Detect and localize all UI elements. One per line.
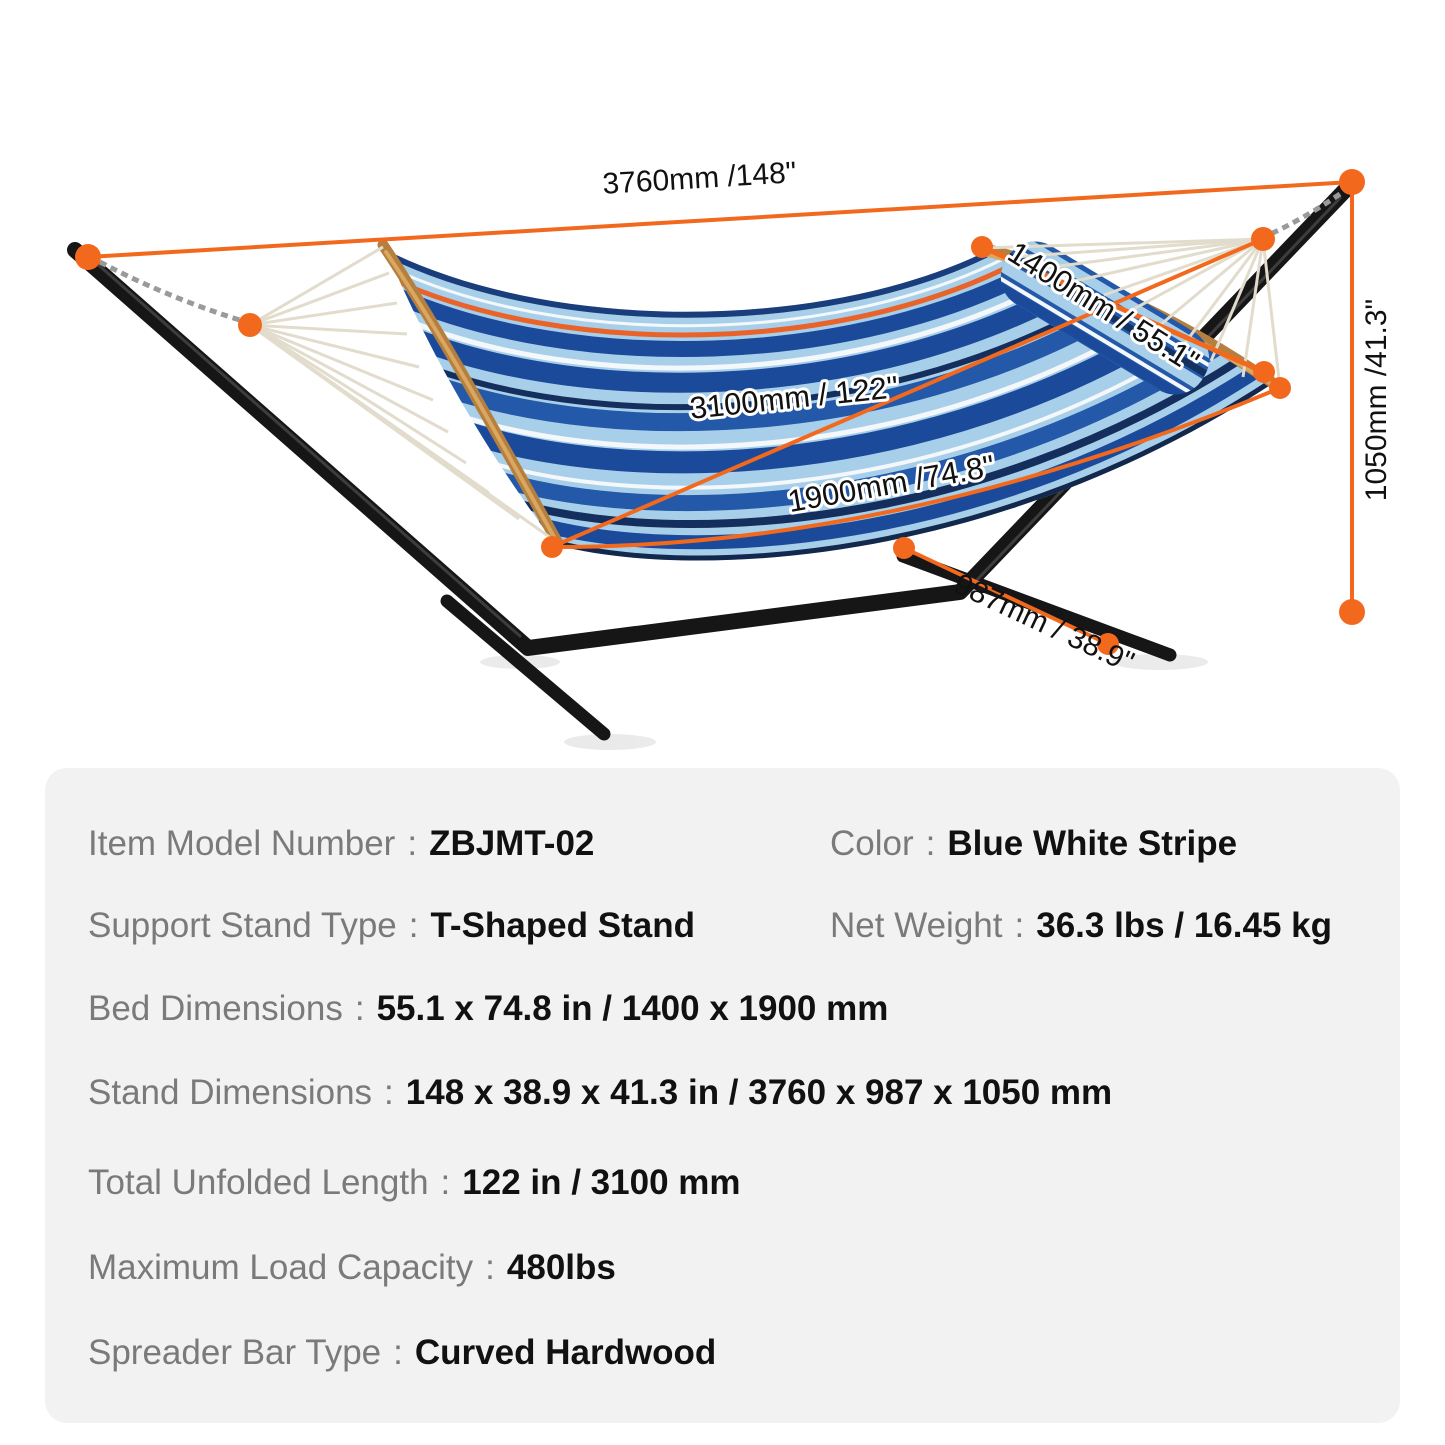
dimension-line-bed-width (980, 244, 1266, 375)
spec-row-spreader-bar-type: Spreader Bar Type : Curved Hardwood (88, 1330, 716, 1376)
spec-separator: : (407, 824, 418, 863)
spec-label: Item Model Number (88, 824, 396, 863)
spec-value: 480lbs (506, 1248, 616, 1287)
spec-separator: : (354, 989, 365, 1028)
stand-right-foot (896, 549, 1177, 662)
dimension-label-stand-length: 3760mm /148" (602, 156, 798, 201)
spec-value: 36.3 lbs / 16.45 kg (1036, 906, 1332, 945)
spec-label: Color (830, 824, 914, 863)
spec-panel: Item Model Number : ZBJMT-02 Color : Blu… (45, 768, 1400, 1423)
spec-separator: : (485, 1248, 495, 1287)
spec-separator: : (440, 1163, 451, 1202)
left-chain (98, 259, 247, 325)
spec-separator: : (1014, 906, 1025, 945)
dimension-line-bed-length (551, 386, 1281, 550)
rope-lines (249, 237, 1282, 545)
spec-label: Spreader Bar Type (88, 1333, 382, 1372)
spec-label: Maximum Load Capacity (88, 1248, 474, 1287)
spec-label: Net Weight (830, 906, 1003, 945)
spec-row-color: Color : Blue White Stripe (830, 821, 1237, 867)
hammock-diagram: 3760mm /148" 1050mm /41.3" 1400mm / 55.1… (67, 156, 1393, 750)
spec-label: Bed Dimensions (88, 989, 343, 1028)
spec-value: 148 x 38.9 x 41.3 in / 3760 x 987 x 1050… (405, 1073, 1113, 1112)
right-chain (1264, 191, 1342, 239)
spec-value: 122 in / 3100 mm (462, 1163, 741, 1202)
dimension-line-total-length (553, 237, 1264, 548)
spec-value: Curved Hardwood (414, 1333, 717, 1372)
spec-row-total-unfolded-length: Total Unfolded Length : 122 in / 3100 mm (88, 1160, 741, 1206)
dimension-label-foot-width: 987mm / 38.9" (949, 567, 1139, 679)
hanging-chains (98, 191, 1342, 325)
dimension-line-foot-width (903, 546, 1109, 646)
spec-row-stand-dimensions: Stand Dimensions : 148 x 38.9 x 41.3 in … (88, 1070, 1112, 1116)
spec-value: ZBJMT-02 (429, 824, 595, 863)
spec-separator: : (408, 906, 419, 945)
spec-separator: : (384, 1073, 394, 1112)
stand-left-foot (440, 594, 611, 741)
dimension-lines (87, 180, 1354, 646)
spec-row-support-stand-type: Support Stand Type : T-Shaped Stand (88, 903, 695, 949)
spec-separator: : (393, 1333, 403, 1372)
spec-value: Blue White Stripe (947, 824, 1238, 863)
spec-label: Support Stand Type (88, 906, 397, 945)
left-spreader-highlight (384, 250, 556, 539)
spec-value: 55.1 x 74.8 in / 1400 x 1900 mm (376, 989, 889, 1028)
spec-row-maximum-load-capacity: Maximum Load Capacity : 480lbs (88, 1245, 616, 1291)
dimension-line-stand-length (87, 180, 1353, 259)
spec-row-bed-dimensions: Bed Dimensions : 55.1 x 74.8 in / 1400 x… (88, 986, 888, 1032)
spec-row-item-model-number: Item Model Number : ZBJMT-02 (88, 821, 594, 867)
spec-label: Stand Dimensions (88, 1073, 373, 1112)
spec-row-net-weight: Net Weight : 36.3 lbs / 16.45 kg (830, 903, 1332, 949)
dimension-label-stand-height: 1050mm /41.3" (1360, 299, 1393, 501)
dimension-dots (75, 169, 1365, 655)
spec-label: Total Unfolded Length (88, 1163, 429, 1202)
stand-highlight (93, 260, 522, 638)
spec-value: T-Shaped Stand (430, 906, 695, 945)
spec-separator: : (925, 824, 936, 863)
ground-shadows (480, 654, 1208, 750)
